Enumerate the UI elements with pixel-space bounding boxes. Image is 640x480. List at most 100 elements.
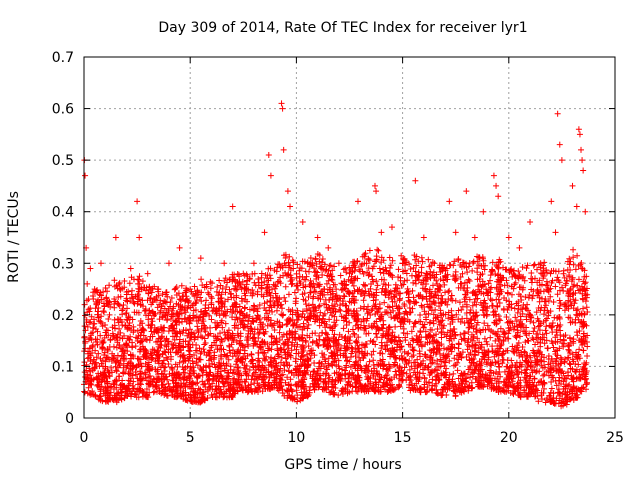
data-point	[281, 362, 288, 369]
data-point	[223, 283, 230, 290]
data-point	[515, 374, 522, 381]
data-point	[577, 338, 584, 345]
data-point	[112, 394, 119, 401]
data-point	[104, 378, 111, 385]
data-point	[556, 323, 563, 330]
data-point	[505, 368, 512, 375]
data-point	[257, 385, 264, 392]
data-point	[123, 295, 130, 302]
data-point	[282, 355, 289, 362]
data-point	[261, 341, 268, 348]
data-point	[459, 349, 466, 356]
data-point	[256, 315, 263, 322]
data-point	[214, 346, 221, 353]
data-point	[461, 388, 468, 395]
data-point	[179, 293, 186, 300]
data-point	[571, 300, 578, 307]
data-point	[526, 379, 533, 386]
data-point	[366, 292, 373, 299]
data-point	[268, 317, 275, 324]
data-point	[403, 270, 410, 277]
data-point	[211, 361, 218, 368]
data-point	[386, 377, 393, 384]
data-point	[180, 376, 187, 383]
data-point	[242, 355, 249, 362]
data-point	[572, 290, 579, 297]
data-point	[413, 253, 420, 260]
data-point	[548, 324, 555, 331]
data-point	[240, 324, 247, 331]
data-point	[309, 338, 316, 345]
data-point	[354, 286, 361, 293]
data-point	[120, 370, 127, 377]
data-point	[362, 340, 369, 347]
data-point	[167, 299, 174, 306]
data-point	[410, 323, 417, 330]
data-point	[346, 319, 353, 326]
data-point	[108, 364, 115, 371]
data-point	[232, 388, 239, 395]
data-point	[584, 309, 591, 316]
data-point	[349, 383, 356, 390]
data-point	[539, 281, 546, 288]
data-point	[583, 369, 590, 376]
data-point	[265, 265, 272, 272]
data-point	[495, 358, 502, 365]
data-point	[366, 358, 373, 365]
data-point	[112, 377, 119, 384]
data-point	[312, 330, 319, 337]
data-point	[196, 345, 203, 352]
data-point	[336, 331, 343, 338]
data-point	[570, 246, 577, 253]
data-point	[336, 373, 343, 380]
data-point	[242, 387, 249, 394]
data-point	[276, 379, 283, 386]
data-point	[111, 395, 118, 402]
data-point	[344, 358, 351, 365]
data-point	[554, 347, 561, 354]
data-point	[191, 283, 198, 290]
data-point	[129, 382, 136, 389]
data-point	[81, 389, 88, 396]
data-point	[526, 292, 533, 299]
data-point	[301, 376, 308, 383]
data-point	[451, 258, 458, 265]
data-point	[398, 343, 405, 350]
data-point	[419, 321, 426, 328]
data-point	[81, 301, 88, 308]
data-point	[525, 390, 532, 397]
data-point	[473, 309, 480, 316]
data-point	[531, 324, 538, 331]
data-point	[305, 302, 312, 309]
data-point	[296, 267, 303, 274]
data-point	[234, 279, 241, 286]
data-point	[529, 275, 536, 282]
data-point	[515, 275, 522, 282]
data-point	[255, 330, 262, 337]
data-point	[441, 383, 448, 390]
data-point	[389, 303, 396, 310]
data-point	[94, 311, 101, 318]
data-point	[393, 302, 400, 309]
data-point	[553, 368, 560, 375]
data-point	[450, 370, 457, 377]
data-point	[259, 364, 266, 371]
data-point	[93, 354, 100, 361]
data-point	[378, 254, 385, 261]
data-point	[180, 358, 187, 365]
data-point	[530, 383, 537, 390]
data-point	[521, 348, 528, 355]
data-point	[371, 302, 378, 309]
data-point	[168, 353, 175, 360]
data-point	[232, 308, 239, 315]
data-point	[449, 341, 456, 348]
data-point	[452, 277, 459, 284]
data-point	[533, 309, 540, 316]
data-point	[503, 388, 510, 395]
data-point	[425, 256, 432, 263]
data-point	[112, 325, 119, 332]
data-point	[397, 338, 404, 345]
data-point	[372, 258, 379, 265]
data-point	[512, 314, 519, 321]
data-point	[540, 275, 547, 282]
